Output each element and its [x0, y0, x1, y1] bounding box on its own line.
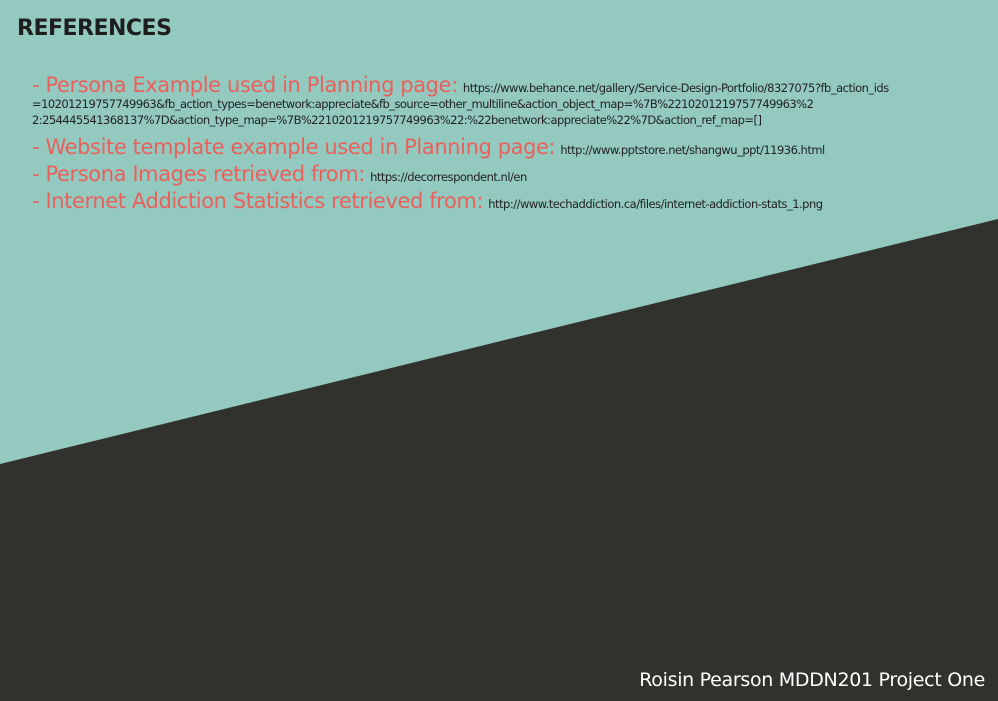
page-title: REFERENCES [17, 16, 172, 41]
reference-label: - Persona Example used in Planning page: [32, 73, 458, 97]
reference-item-website-template: - Website template example used in Plann… [32, 134, 952, 161]
reference-label: - Persona Images retrieved from: [32, 162, 365, 186]
reference-link-continuation[interactable]: 2:254445541368137%7D&action_type_map=%7B… [32, 113, 762, 127]
reference-item-persona-example: - Persona Example used in Planning page:… [32, 72, 952, 128]
reference-link[interactable]: http://www.pptstore.net/shangwu_ppt/1193… [560, 143, 825, 157]
reference-label: - Website template example used in Plann… [32, 135, 556, 159]
reference-link[interactable]: http://www.techaddiction.ca/files/intern… [488, 197, 823, 211]
reference-label: - Internet Addiction Statistics retrieve… [32, 189, 484, 213]
reference-link-continuation[interactable]: =10201219757749963&fb_action_types=benet… [32, 97, 814, 111]
reference-item-addiction-stats: - Internet Addiction Statistics retrieve… [32, 188, 952, 215]
reference-link[interactable]: https://decorrespondent.nl/en [370, 170, 527, 184]
footer-credit: Roisin Pearson MDDN201 Project One [639, 669, 985, 691]
reference-item-persona-images: - Persona Images retrieved from: https:/… [32, 161, 952, 188]
reference-list: - Persona Example used in Planning page:… [32, 72, 952, 215]
reference-link[interactable]: https://www.behance.net/gallery/Service-… [462, 81, 889, 95]
